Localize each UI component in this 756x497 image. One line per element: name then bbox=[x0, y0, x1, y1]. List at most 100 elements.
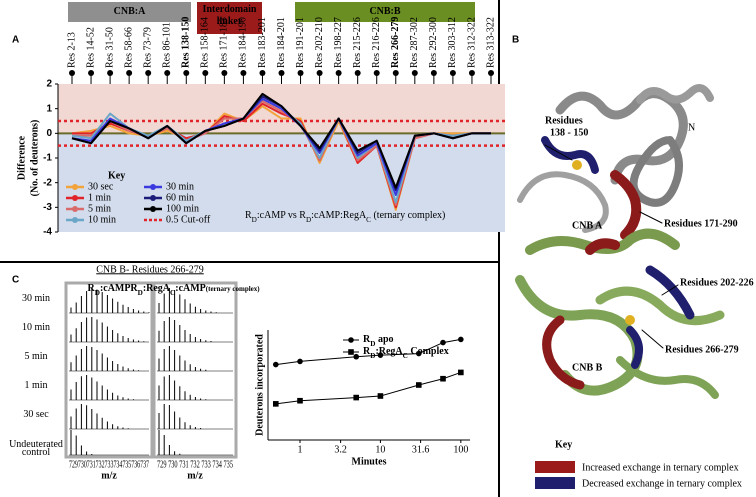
point bbox=[297, 397, 303, 404]
y-tick-label: 1 bbox=[46, 103, 52, 114]
pin-dot bbox=[430, 70, 437, 76]
domain-bar bbox=[197, 2, 262, 34]
row-label: 1 min bbox=[24, 380, 47, 391]
x-tick-label: Res 2-13 bbox=[66, 32, 77, 68]
text-line: 30 sec bbox=[23, 409, 49, 420]
x-axis-label: Minutes bbox=[352, 456, 387, 467]
y-tick-label: -2 bbox=[43, 177, 52, 188]
ribbon bbox=[541, 136, 599, 174]
text-part: :RegA bbox=[143, 283, 171, 294]
text-part: apo bbox=[375, 334, 393, 345]
legend-label: RD apo bbox=[363, 334, 394, 347]
pin-dot bbox=[488, 70, 494, 76]
text-part: :RegA bbox=[375, 346, 403, 357]
y-tick-label: 2 bbox=[46, 79, 52, 90]
ribbon bbox=[585, 238, 620, 255]
pin-dot bbox=[126, 70, 133, 76]
text-line: 10 min bbox=[22, 322, 50, 333]
structure-label: Residues 202-226 bbox=[680, 277, 754, 288]
text-part: R bbox=[245, 210, 252, 221]
x-tick-label: Res 171-183 bbox=[219, 17, 230, 68]
structure-label: Residues 171-290 bbox=[664, 218, 738, 229]
y-axis-label: (No. of deuterons) bbox=[29, 120, 40, 197]
text-part: D bbox=[370, 340, 375, 348]
text-line: 5 min bbox=[24, 351, 47, 362]
pin-dot bbox=[69, 70, 75, 76]
legend-label: 0.5 Cut-off bbox=[166, 214, 211, 225]
text-part: C bbox=[403, 352, 408, 360]
x-tick-label: Res 58-66 bbox=[123, 27, 134, 68]
pin-dot bbox=[411, 70, 418, 76]
point bbox=[458, 369, 464, 376]
text-line: 30 min bbox=[22, 293, 50, 304]
annotation: RD:cAMP vs RD:cAMP:RegAC (ternary comple… bbox=[245, 210, 445, 223]
legend-label: RD:RegAC Complex bbox=[363, 346, 449, 359]
point bbox=[272, 361, 279, 368]
pin-dot bbox=[240, 70, 247, 76]
structure-label: Residues bbox=[545, 115, 583, 126]
text-line: Undeuterated bbox=[9, 439, 63, 450]
x-tick-label: Res 184-201 bbox=[276, 17, 287, 68]
x-tick-label: 31.6 bbox=[412, 444, 430, 455]
x-tick-label: Res 183-201 bbox=[257, 17, 268, 68]
x-tick-label: Res 158-164 bbox=[200, 17, 211, 68]
text-part: C bbox=[170, 289, 175, 297]
x-tick-label: Res 184-190 bbox=[238, 17, 249, 68]
ligand bbox=[572, 160, 582, 170]
pin-dot bbox=[145, 70, 152, 76]
pin-dot bbox=[373, 70, 380, 76]
pin-dot bbox=[221, 70, 228, 76]
series-line bbox=[71, 92, 491, 189]
ribbon bbox=[515, 275, 643, 396]
legend-swatch bbox=[348, 337, 354, 343]
y-axis-label: Difference bbox=[16, 135, 27, 180]
x-tick-label: Res 14-52 bbox=[85, 27, 96, 68]
text-part: :cAMP vs R bbox=[257, 210, 306, 221]
legend-label: 10 min bbox=[88, 214, 116, 225]
x-tick-label: 10 bbox=[375, 444, 385, 455]
arrow bbox=[661, 284, 679, 296]
spectra-title: CNB B- Residues 266-279 bbox=[96, 264, 204, 275]
x-tick-label: Res 138-150 bbox=[181, 17, 192, 68]
ribbon bbox=[629, 136, 683, 207]
point bbox=[415, 350, 422, 357]
text-part: :cAMP bbox=[175, 283, 206, 294]
structure-label: 138 - 150 bbox=[550, 127, 588, 138]
text-line: Interdomain bbox=[203, 4, 257, 15]
legend-label: 100 min bbox=[166, 203, 199, 214]
x-tick-label: Res 215-226 bbox=[352, 17, 363, 68]
x-tick-label: 1 bbox=[298, 444, 303, 455]
background-below bbox=[58, 133, 505, 232]
structure-label: CNB A bbox=[572, 220, 603, 231]
row-label: 5 min bbox=[24, 351, 47, 362]
structure-label: N bbox=[688, 122, 695, 133]
text-part: R bbox=[363, 334, 371, 345]
pin-dot bbox=[468, 70, 475, 76]
panel-label: A bbox=[12, 35, 19, 46]
legend-swatch bbox=[150, 206, 156, 212]
pin-dot bbox=[354, 70, 361, 76]
point bbox=[297, 358, 303, 365]
text-part: D bbox=[138, 289, 143, 297]
point bbox=[458, 336, 464, 343]
ligand bbox=[625, 315, 635, 325]
key-label: Decreased exchange in ternary complex bbox=[582, 478, 742, 489]
x-tick-label: Res 312-322 bbox=[466, 17, 477, 68]
point bbox=[415, 382, 422, 388]
y-axis-label: Deuterons incorporated bbox=[254, 334, 265, 436]
y-tick-label: -4 bbox=[43, 227, 52, 238]
column-header: RD:RegAC:cAMP(ternary complex) bbox=[130, 283, 260, 296]
ribbon bbox=[517, 171, 609, 233]
point bbox=[377, 352, 384, 358]
text-part: Complex bbox=[408, 346, 449, 357]
column-header: RD:cAMP bbox=[88, 283, 131, 296]
arrow bbox=[641, 329, 664, 349]
key-swatch bbox=[535, 477, 575, 489]
legend-swatch bbox=[150, 184, 156, 190]
x-tick-label: Res 202-210 bbox=[314, 17, 325, 68]
legend-label: 30 min bbox=[166, 181, 194, 192]
x-axis-label: m/z bbox=[101, 470, 117, 481]
legend-swatch bbox=[72, 217, 78, 223]
